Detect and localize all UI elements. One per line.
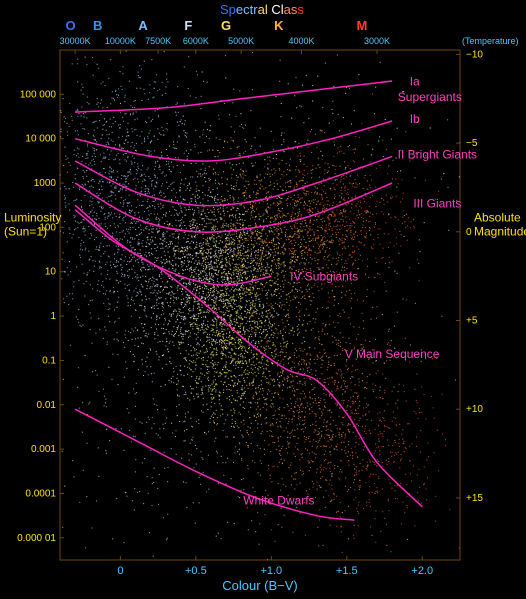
lum-line-Ia (75, 81, 392, 112)
temp-tick: 6000K (183, 36, 209, 46)
annotation: Ia (410, 74, 420, 88)
annotation: V Main Sequence (345, 347, 440, 361)
spectral-class-letter: M (356, 18, 367, 33)
y-left-tick: 1000 (34, 178, 57, 189)
x-tick: 0 (117, 565, 123, 577)
y-right-tick: +10 (466, 404, 483, 415)
temp-unit-label: (Temperature) (462, 36, 519, 46)
y-right-tick: −10 (466, 49, 483, 60)
hr-diagram-chart: Ia Supergiants Ib II Bright Giants III Giant… (0, 0, 526, 599)
temp-tick: 30000K (60, 36, 91, 46)
x-tick: +2.0 (411, 565, 433, 577)
spectral-class-letter: O (66, 18, 76, 33)
temp-tick: 4000K (288, 36, 314, 46)
annotation: IV Subgiants (290, 270, 358, 284)
annotation: II Bright Giants (398, 148, 477, 162)
y-left-tick: 0.1 (42, 355, 56, 366)
lum-line-IV (75, 205, 271, 285)
y-left-tick: 0.001 (31, 444, 56, 455)
temp-tick: 10000K (105, 36, 136, 46)
y-left-tick: 100 000 (20, 89, 57, 100)
x-tick: +1.0 (260, 565, 282, 577)
y-left-tick: 0.01 (37, 400, 57, 411)
spectral-class-letter: K (274, 18, 284, 33)
y-right-tick: +5 (466, 316, 478, 327)
y-left-title-2: (Sun=1) (4, 224, 47, 238)
y-right-tick: 0 (466, 227, 472, 238)
spectral-class-letter: B (93, 18, 102, 33)
y-left-tick: 10 (45, 267, 57, 278)
temp-tick: 3000K (364, 36, 390, 46)
temp-tick: 5000K (228, 36, 254, 46)
spectral-class-letter: F (184, 18, 192, 33)
annotation: Ib (410, 112, 420, 126)
annotation: Supergiants (398, 90, 462, 104)
scatter-layer (60, 51, 461, 561)
y-right-title-2: Magnitude (474, 224, 526, 238)
spectral-class-title-svg: Spectral Class (220, 2, 304, 17)
y-right-tick: −5 (466, 138, 478, 149)
y-left-tick: 0.0001 (25, 488, 56, 499)
annotation: White Dwarfs (243, 494, 314, 508)
spectral-class-letter: G (221, 18, 231, 33)
x-tick: +0.5 (185, 565, 207, 577)
spectral-class-letter: A (138, 18, 148, 33)
temp-tick: 7500K (145, 36, 171, 46)
x-axis-title: Colour (B−V) (222, 578, 298, 593)
y-right-title-1: Absolute (474, 210, 521, 224)
annotation: III Giants (413, 196, 461, 210)
y-left-tick: 10 000 (25, 134, 56, 145)
chart-svg: Ia Supergiants Ib II Bright Giants III Giant… (0, 0, 526, 599)
y-left-tick: 1 (50, 311, 56, 322)
x-tick: +1.5 (336, 565, 358, 577)
y-left-tick: 0.000 01 (17, 533, 56, 544)
y-left-title-1: Luminosity (4, 210, 61, 224)
y-right-tick: +15 (466, 493, 483, 504)
